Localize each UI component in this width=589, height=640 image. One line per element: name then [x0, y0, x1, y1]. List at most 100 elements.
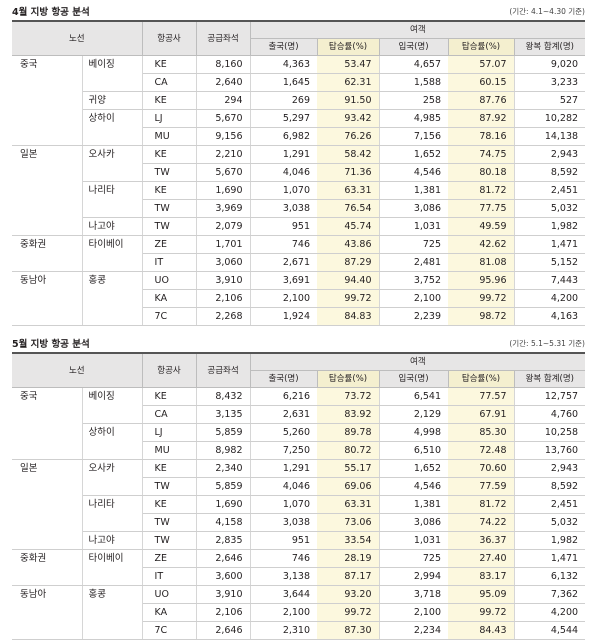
airline-cell: MU — [142, 441, 197, 460]
total-cell: 10,258 — [514, 423, 586, 442]
seats-cell: 3,910 — [196, 585, 251, 604]
april-section: 4월 지방 항공 분석 (기간: 4.1~4.30 기준) 노선 항공사 공급좌… — [12, 4, 586, 326]
total-cell: 7,362 — [514, 585, 586, 604]
seats-cell: 1,690 — [196, 495, 251, 514]
arr-rate-cell: 77.59 — [448, 477, 515, 496]
dep-rate-cell: 62.31 — [317, 73, 380, 92]
departures-cell: 3,038 — [250, 199, 318, 218]
airline-cell: TW — [142, 163, 197, 182]
arr-rate-cell: 74.22 — [448, 513, 515, 532]
arr-rate-cell: 87.92 — [448, 109, 515, 128]
region-cell: 중화권 — [12, 235, 83, 272]
arr-rate-cell: 72.48 — [448, 441, 515, 460]
city-cell: 상하이 — [82, 423, 143, 460]
seats-cell: 2,079 — [196, 217, 251, 236]
dep-rate-cell: 99.72 — [317, 603, 380, 622]
table-row: TW 5,859 4,046 69.06 4,546 77.59 8,592 — [12, 477, 586, 496]
arr-rate-cell: 36.37 — [448, 531, 515, 550]
table-row: 귀양 KE 294 269 91.50 258 87.76 527 — [12, 91, 586, 110]
arrivals-cell: 1,652 — [379, 459, 449, 478]
seats-cell: 294 — [196, 91, 251, 110]
departures-cell: 3,038 — [250, 513, 318, 532]
arrivals-cell: 1,588 — [379, 73, 449, 92]
total-cell: 9,020 — [514, 55, 586, 74]
arr-rate-cell: 83.17 — [448, 567, 515, 586]
table-row: TW 3,969 3,038 76.54 3,086 77.75 5,032 — [12, 199, 586, 218]
dep-rate-cell: 83.92 — [317, 405, 380, 424]
airline-cell: TW — [142, 513, 197, 532]
table-row: TW 5,670 4,046 71.36 4,546 80.18 8,592 — [12, 163, 586, 182]
arrivals-cell: 4,998 — [379, 423, 449, 442]
arr-rate-cell: 42.62 — [448, 235, 515, 254]
total-cell: 4,544 — [514, 621, 586, 640]
arr-rate-cell: 95.09 — [448, 585, 515, 604]
dep-rate-cell: 58.42 — [317, 145, 380, 164]
airline-cell: LJ — [142, 109, 197, 128]
dep-rate-cell: 87.17 — [317, 567, 380, 586]
total-cell: 5,032 — [514, 513, 586, 532]
departures-cell: 1,070 — [250, 495, 318, 514]
arrivals-cell: 7,156 — [379, 127, 449, 146]
table-row: 일본 오사카 KE 2,210 1,291 58.42 1,652 74.75 … — [12, 145, 586, 236]
arr-rate-cell: 81.72 — [448, 181, 515, 200]
region-cell: 동남아 — [12, 271, 83, 326]
city-cell: 베이징 — [82, 387, 143, 424]
dep-rate-cell: 76.26 — [317, 127, 380, 146]
seats-cell: 2,268 — [196, 307, 251, 326]
dep-rate-cell: 55.17 — [317, 459, 380, 478]
arr-rate-cell: 78.16 — [448, 127, 515, 146]
table-row: IT 3,060 2,671 87.29 2,481 81.08 5,152 — [12, 253, 586, 272]
airline-header: 항공사 — [142, 353, 197, 388]
april-table: 노선 항공사 공급좌석 여객 출국(명) 탑승률(%) 입국(명) 탑승률(%)… — [12, 20, 586, 326]
table-row: 중국 베이징 KE 8,432 6,216 73.72 6,541 77.57 … — [12, 387, 586, 460]
total-cell: 4,200 — [514, 603, 586, 622]
total-cell: 1,471 — [514, 549, 586, 568]
may-period: (기간: 5.1~5.31 기준) — [509, 339, 585, 348]
departures-cell: 5,260 — [250, 423, 318, 442]
arrivals-cell: 3,086 — [379, 513, 449, 532]
arr-rate-cell: 84.43 — [448, 621, 515, 640]
city-cell: 오사카 — [82, 145, 143, 182]
table-row: MU 8,982 7,250 80.72 6,510 72.48 13,760 — [12, 441, 586, 460]
departures-cell: 2,631 — [250, 405, 318, 424]
arr-rate-cell: 57.07 — [448, 55, 515, 74]
city-cell: 타이베이 — [82, 235, 143, 272]
city-cell: 상하이 — [82, 109, 143, 146]
departures-cell: 746 — [250, 549, 318, 568]
dep-rate-cell: 80.72 — [317, 441, 380, 460]
city-cell: 귀양 — [82, 91, 143, 110]
total-cell: 4,760 — [514, 405, 586, 424]
arr-rate-cell: 80.18 — [448, 163, 515, 182]
passengers-header: 여객 — [250, 353, 586, 371]
arrivals-cell: 2,234 — [379, 621, 449, 640]
seats-cell: 8,160 — [196, 55, 251, 74]
table-row: MU 9,156 6,982 76.26 7,156 78.16 14,138 — [12, 127, 586, 146]
total-cell: 8,592 — [514, 163, 586, 182]
arrivals-header: 입국(명) — [379, 370, 449, 388]
table-row: 나고야 TW 2,079 951 45.74 1,031 49.59 1,982 — [12, 217, 586, 236]
total-cell: 4,200 — [514, 289, 586, 308]
dep-rate-cell: 93.20 — [317, 585, 380, 604]
arrivals-cell: 6,510 — [379, 441, 449, 460]
arrivals-cell: 1,031 — [379, 217, 449, 236]
airline-cell: CA — [142, 405, 197, 424]
departures-cell: 4,046 — [250, 477, 318, 496]
dep-rate-cell: 91.50 — [317, 91, 380, 110]
table-row: 상하이 LJ 5,859 5,260 89.78 4,998 85.30 10,… — [12, 423, 586, 460]
dep-rate-cell: 33.54 — [317, 531, 380, 550]
airline-cell: KA — [142, 289, 197, 308]
total-cell: 527 — [514, 91, 586, 110]
may-section: 5월 지방 항공 분석 (기간: 5.1~5.31 기준) 노선 항공사 공급좌… — [12, 336, 586, 640]
arrivals-cell: 4,985 — [379, 109, 449, 128]
airline-cell: KE — [142, 145, 197, 164]
city-cell: 홍콩 — [82, 271, 143, 326]
city-cell: 오사카 — [82, 459, 143, 496]
arrivals-cell: 2,100 — [379, 603, 449, 622]
arrivals-cell: 2,129 — [379, 405, 449, 424]
departures-cell: 6,982 — [250, 127, 318, 146]
airline-cell: IT — [142, 253, 197, 272]
arrivals-cell: 1,031 — [379, 531, 449, 550]
seats-cell: 1,690 — [196, 181, 251, 200]
airline-cell: CA — [142, 73, 197, 92]
seats-cell: 3,910 — [196, 271, 251, 290]
